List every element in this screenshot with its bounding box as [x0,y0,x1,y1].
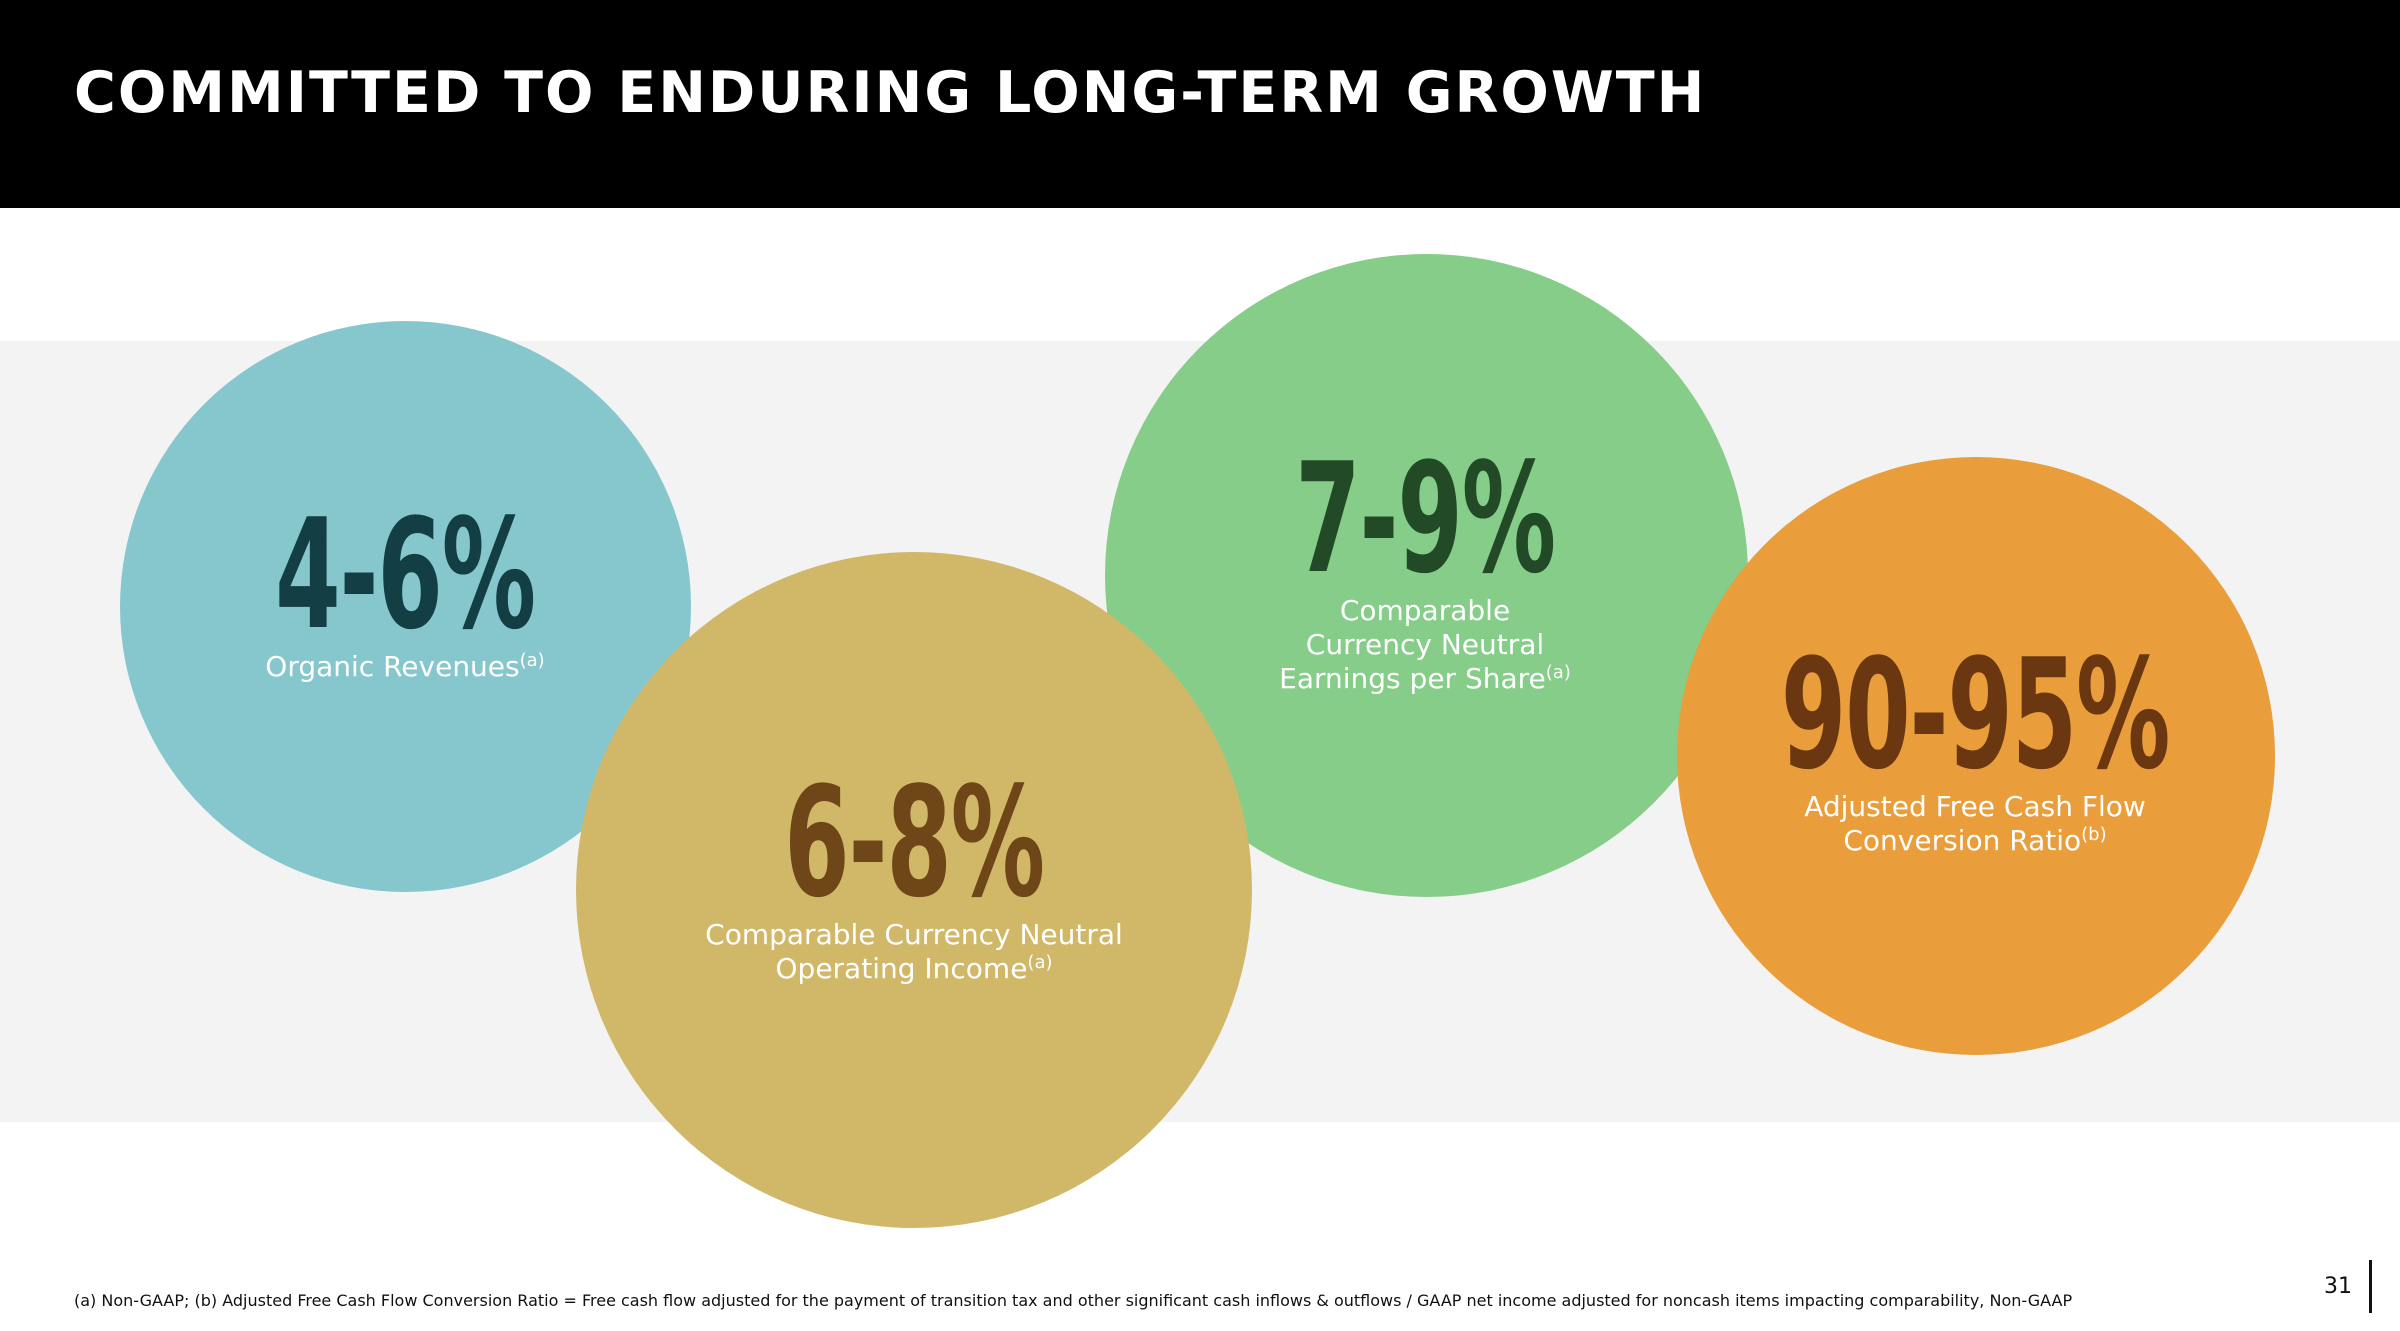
metric-label-line: Currency Neutral [1305,628,1545,661]
metric-value: 6-8% [784,754,1045,931]
organic-revenues-metric: 4-6% Organic Revenues(a) [196,486,615,684]
metric-label-text: Earnings per Share [1279,662,1546,695]
operating-income-circle [576,552,1252,1228]
metric-label-line: Adjusted Free Cash Flow [1804,790,2146,823]
metric-label-line: Organic Revenues(a) [196,650,615,684]
metric-label-text: Organic Revenues [265,650,520,683]
metric-label: Comparable Currency Neutral Operating In… [705,918,1124,986]
metric-label-line: Earnings per Share(a) [1216,662,1635,696]
operating-income-metric: 6-8% Comparable Currency Neutral Operati… [705,754,1124,986]
metric-label: Comparable Currency Neutral Earnings per… [1216,594,1635,696]
footnote-marker: (a) [1545,662,1571,683]
metric-value: 90-95% [1780,626,2171,803]
metric-label-line: Comparable [1339,594,1511,627]
slide-title: COMMITTED TO ENDURING LONG-TERM GROWTH [74,60,1707,126]
metric-label-line: Operating Income(a) [705,952,1124,986]
metric-label-line: Conversion Ratio(b) [1662,824,2288,858]
metric-value: 4-6% [275,486,536,663]
metric-label: Organic Revenues(a) [196,650,615,684]
metric-label-line: Comparable Currency Neutral [705,918,1123,951]
title-bar: COMMITTED TO ENDURING LONG-TERM GROWTH [0,0,2400,208]
page-number-divider [2369,1260,2372,1313]
metric-value: 7-9% [1295,430,1556,607]
eps-metric: 7-9% Comparable Currency Neutral Earning… [1216,430,1635,696]
footnote-marker: (a) [1027,952,1053,973]
fcf-conversion-metric: 90-95% Adjusted Free Cash Flow Conversio… [1662,626,2288,858]
footnote-marker: (a) [519,650,545,671]
metric-label-text: Conversion Ratio [1843,824,2082,857]
footnote: (a) Non-GAAP; (b) Adjusted Free Cash Flo… [74,1291,2073,1310]
page-number: 31 [2324,1274,2352,1299]
footnote-marker: (b) [2081,824,2107,845]
metric-label: Adjusted Free Cash Flow Conversion Ratio… [1662,790,2288,858]
fcf-conversion-circle [1677,457,2275,1055]
metric-label-text: Operating Income [775,952,1028,985]
